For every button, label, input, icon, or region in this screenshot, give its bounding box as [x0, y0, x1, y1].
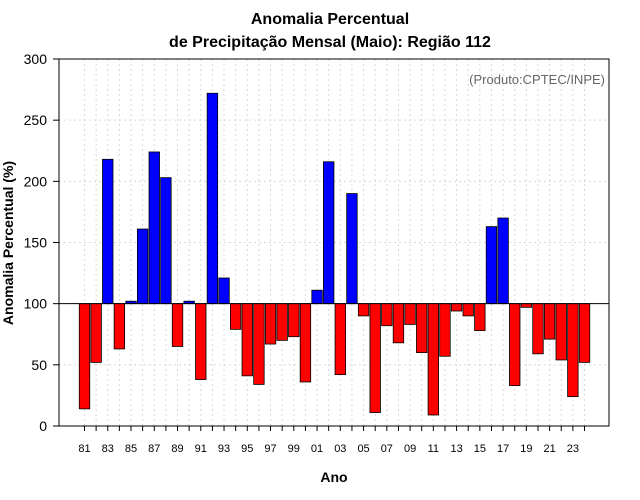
x-axis: 81 83 85 87 89 91 93 95 97 99 01 03 05 07 09 11 13 15 17 19… — [78, 426, 585, 455]
bar-16 — [485, 226, 498, 305]
x-tick-label: 07 — [381, 443, 393, 455]
bar-83 — [102, 158, 114, 305]
bar-09 — [404, 303, 416, 325]
bar-91 — [195, 303, 207, 380]
bar-01 — [311, 289, 323, 305]
x-axis-title: Ano — [320, 469, 347, 485]
y-tick-label: 50 — [31, 357, 47, 373]
bar-06 — [369, 303, 381, 413]
x-tick-label: 03 — [334, 443, 346, 455]
bar-08 — [392, 303, 405, 344]
bar-04 — [346, 193, 358, 305]
bar-86 — [136, 228, 149, 305]
bar-07 — [381, 303, 393, 327]
x-tick-label: 05 — [357, 443, 369, 455]
y-tick-label: 0 — [39, 418, 47, 434]
bar-94 — [230, 303, 242, 330]
bar-05 — [357, 303, 370, 317]
x-tick-label: 87 — [148, 443, 160, 455]
x-tick-label: 91 — [195, 443, 207, 455]
bar-20 — [532, 303, 544, 355]
bar-24 — [578, 303, 591, 363]
bars — [78, 92, 591, 416]
x-tick-label: 19 — [520, 443, 532, 455]
x-tick-label: 11 — [428, 443, 439, 455]
bar-18 — [509, 303, 521, 387]
bar-82 — [90, 303, 102, 363]
bar-81 — [78, 303, 91, 410]
x-tick-label: 83 — [102, 443, 114, 455]
x-tick-label: 17 — [497, 443, 509, 455]
bar-10 — [416, 303, 428, 353]
bar-12 — [439, 303, 451, 357]
y-tick-label: 300 — [24, 51, 48, 67]
bar-00 — [299, 303, 312, 383]
bar-96 — [253, 303, 265, 385]
y-tick-label: 150 — [24, 235, 48, 251]
bar-21 — [543, 303, 556, 340]
bar-99 — [288, 303, 300, 338]
bar-13 — [450, 303, 463, 312]
bar-19 — [520, 303, 533, 308]
bar-02 — [323, 161, 335, 305]
bar-03 — [334, 303, 346, 376]
y-axis: 0 50 100 150 200 250 300 — [24, 51, 59, 434]
y-tick-label: 200 — [24, 173, 48, 189]
y-tick-label: 100 — [24, 296, 48, 312]
bar-84 — [113, 303, 126, 350]
x-tick-label: 13 — [450, 443, 462, 455]
x-tick-label: 99 — [288, 443, 300, 455]
x-tick-label: 93 — [218, 443, 230, 455]
x-tick-label: 01 — [311, 443, 323, 455]
x-tick-label: 97 — [264, 443, 276, 455]
x-tick-label: 95 — [241, 443, 253, 455]
chart-title-line-2: de Precipitação Mensal (Maio): Região 11… — [169, 34, 491, 51]
x-tick-label: 09 — [404, 443, 416, 455]
x-tick-label: 81 — [78, 443, 90, 455]
bar-88 — [160, 177, 172, 305]
bar-98 — [276, 303, 288, 341]
bar-17 — [497, 217, 509, 305]
bar-11 — [427, 303, 439, 416]
x-tick-label: 23 — [567, 443, 579, 455]
bar-93 — [218, 277, 230, 305]
x-tick-label: 85 — [125, 443, 137, 455]
bar-14 — [462, 303, 474, 317]
bar-95 — [241, 303, 253, 377]
y-axis-title: Anomalia Percentual (%) — [0, 161, 16, 325]
chart-title-line-1: Anomalia Percentual — [251, 11, 409, 28]
x-tick-label: 89 — [171, 443, 183, 455]
bar-15 — [474, 303, 486, 331]
x-tick-label: 21 — [543, 443, 555, 455]
y-tick-label: 250 — [24, 112, 48, 128]
bar-97 — [264, 303, 277, 345]
bar-87 — [148, 151, 160, 305]
credit-label: (Produto:CPTEC/INPE) — [469, 72, 605, 87]
x-tick-label: 15 — [474, 443, 486, 455]
bar-92 — [206, 92, 219, 305]
bar-22 — [555, 303, 567, 361]
bar-23 — [567, 303, 579, 398]
bar-89 — [171, 303, 184, 347]
